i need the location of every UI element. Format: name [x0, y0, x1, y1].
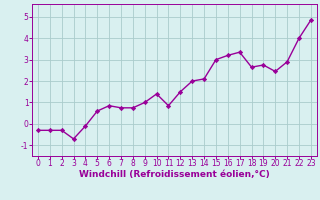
X-axis label: Windchill (Refroidissement éolien,°C): Windchill (Refroidissement éolien,°C): [79, 170, 270, 179]
